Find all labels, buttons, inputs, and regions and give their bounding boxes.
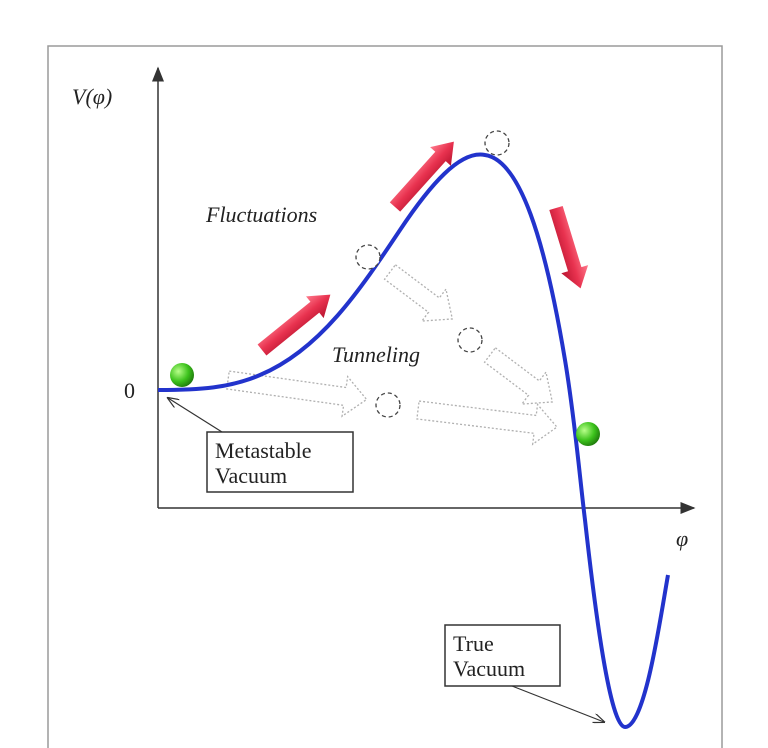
- potential-curve: [157, 152, 670, 730]
- box-text: True: [453, 631, 494, 656]
- label-box: [206, 431, 354, 493]
- box-text: Vacuum: [215, 463, 287, 488]
- label-box: [444, 624, 561, 687]
- box-text: Vacuum: [453, 656, 525, 681]
- tunneling-arrows: [226, 263, 558, 446]
- pointer: [168, 398, 223, 433]
- pointer: [511, 685, 604, 722]
- frame: [47, 45, 723, 748]
- bubbles: [355, 130, 510, 418]
- fluctuations-label: Fluctuations: [205, 202, 317, 227]
- box-text: Metastable: [215, 438, 312, 463]
- y-axis-label: V(φ): [72, 84, 112, 109]
- ball: [170, 363, 194, 387]
- zero-label: 0: [124, 378, 135, 403]
- ball: [576, 422, 600, 446]
- fluctuation-arrows: [257, 141, 589, 356]
- tunneling-label: Tunneling: [332, 342, 420, 367]
- x-axis-label: φ: [676, 526, 688, 551]
